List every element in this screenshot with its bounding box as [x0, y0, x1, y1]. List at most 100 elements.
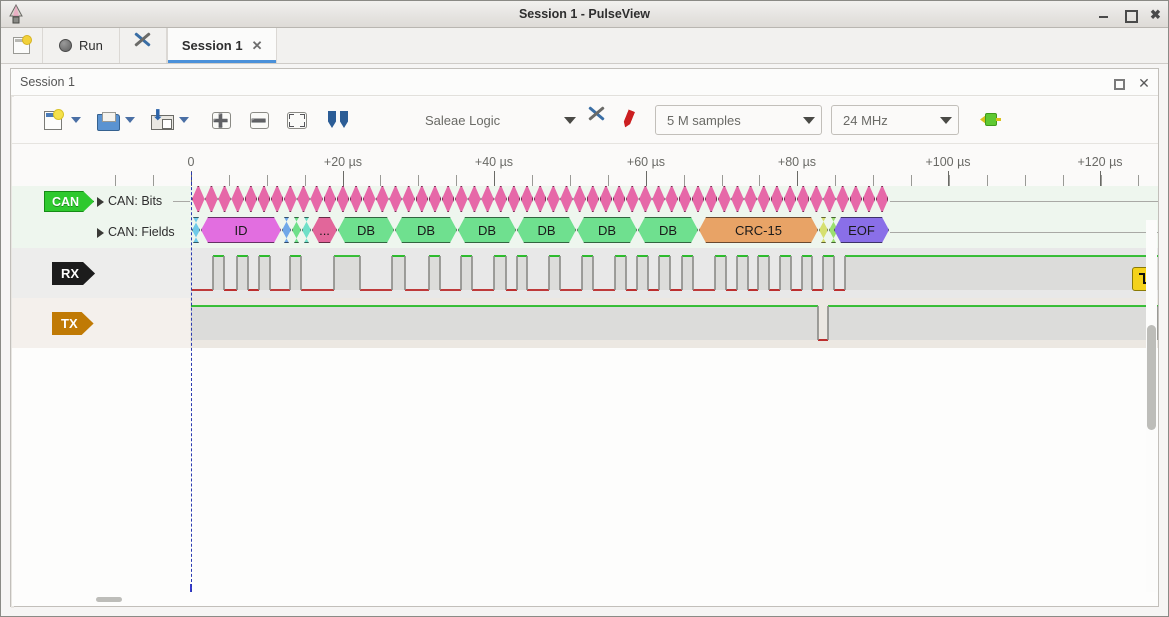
can-field-marker[interactable] [819, 217, 828, 243]
can-bit-annotation[interactable] [310, 186, 323, 212]
open-file-dropdown[interactable] [122, 105, 138, 135]
save-file-button[interactable]: ⬇ [146, 105, 176, 135]
lane-tx-label[interactable]: TX [12, 298, 190, 348]
can-field-marker[interactable] [292, 217, 301, 243]
lane-rx-label[interactable]: RX [12, 248, 190, 298]
can-field-annotation[interactable]: DB [458, 217, 516, 243]
horizontal-scrollbar[interactable] [96, 597, 122, 602]
can-field-marker[interactable] [192, 217, 200, 243]
can-field-annotation[interactable]: DB [517, 217, 576, 243]
subwindow-close-button[interactable]: ✕ [1138, 74, 1150, 91]
can-bit-annotation[interactable] [836, 186, 849, 212]
can-bit-annotation[interactable] [205, 186, 218, 212]
can-bit-annotation[interactable] [573, 186, 586, 212]
minimize-button[interactable] [1097, 8, 1110, 21]
can-bit-annotation[interactable] [652, 186, 665, 212]
device-selector[interactable]: Saleae Logic [414, 105, 582, 135]
channel-probe-button[interactable] [617, 105, 647, 135]
can-field-annotation[interactable]: ID [201, 217, 281, 243]
can-bit-annotation[interactable] [612, 186, 626, 212]
lane-can-fields-label[interactable]: CAN: Fields [12, 217, 190, 248]
expander-icon[interactable] [97, 228, 104, 238]
can-field-annotation[interactable]: ... [312, 217, 337, 243]
vertical-scrollbar[interactable] [1147, 325, 1156, 430]
can-bit-annotation[interactable] [849, 186, 863, 212]
can-bit-annotation[interactable] [428, 186, 442, 212]
close-button[interactable]: ✖ [1150, 7, 1161, 22]
can-bit-annotation[interactable] [678, 186, 692, 212]
can-field-annotation[interactable]: DB [395, 217, 457, 243]
can-bit-annotation[interactable] [744, 186, 757, 212]
can-bit-annotation[interactable] [402, 186, 415, 212]
can-bit-annotation[interactable] [244, 186, 258, 212]
can-bit-annotation[interactable] [718, 186, 731, 212]
zoom-out-button[interactable]: ➖ [244, 105, 274, 135]
new-file-dropdown[interactable] [68, 105, 84, 135]
can-bit-annotation[interactable] [270, 186, 284, 212]
lane-can-bits-label[interactable]: CAN CAN: Bits [12, 186, 190, 217]
lane-can-bits[interactable]: CAN CAN: Bits [12, 186, 1158, 217]
can-bit-annotation[interactable] [560, 186, 573, 212]
can-field-annotation[interactable]: DB [577, 217, 637, 243]
tx-waveform[interactable] [190, 298, 1158, 348]
can-bit-annotation[interactable] [625, 186, 639, 212]
sample-rate-selector[interactable]: 24 MHz [831, 105, 959, 135]
can-bit-annotation[interactable] [691, 186, 705, 212]
can-bit-annotation[interactable] [507, 186, 521, 212]
can-bit-annotation[interactable] [731, 186, 744, 212]
can-bit-annotation[interactable] [757, 186, 771, 212]
can-bit-annotation[interactable] [586, 186, 600, 212]
can-bit-annotation[interactable] [494, 186, 508, 212]
device-config-button[interactable] [582, 105, 612, 135]
channel-badge-rx[interactable]: RX [52, 262, 95, 285]
can-bit-annotation[interactable] [810, 186, 823, 212]
save-file-dropdown[interactable] [176, 105, 192, 135]
new-file-button[interactable] [38, 105, 68, 135]
rx-waveform[interactable] [190, 248, 1158, 298]
time-ruler[interactable]: 0 +20 µs +40 µs +60 µs +80 µs +100 µs +120 µs [12, 144, 1158, 186]
expander-icon[interactable] [97, 197, 104, 207]
close-icon[interactable]: ✕ [251, 37, 263, 53]
float-button[interactable] [1112, 77, 1125, 90]
zoom-fit-button[interactable] [282, 105, 312, 135]
lane-tx[interactable]: TX [12, 298, 1158, 348]
can-bit-annotation[interactable] [704, 186, 718, 212]
can-fields-annotations[interactable]: ID... DB DB DB DB DB DB CRC-15 EOF [190, 217, 1158, 248]
can-bit-annotation[interactable] [862, 186, 876, 212]
can-bit-annotation[interactable] [376, 186, 389, 212]
can-bit-annotation[interactable] [257, 186, 271, 212]
can-bit-annotation[interactable] [599, 186, 613, 212]
can-field-annotation[interactable]: CRC-15 [699, 217, 818, 243]
can-bit-annotation[interactable] [468, 186, 481, 212]
session-tab-1[interactable]: Session 1 ✕ [166, 28, 278, 63]
can-field-marker[interactable] [302, 217, 311, 243]
can-field-annotation[interactable]: DB [338, 217, 394, 243]
open-file-button[interactable] [92, 105, 122, 135]
time-cursor[interactable] [191, 172, 192, 592]
run-button[interactable]: Run [43, 28, 120, 63]
can-bit-annotation[interactable] [455, 186, 468, 212]
can-bit-annotation[interactable] [362, 186, 376, 212]
can-bit-annotation[interactable] [639, 186, 652, 212]
show-cursors-button[interactable] [324, 105, 354, 135]
can-bits-annotations[interactable] [190, 186, 1158, 217]
can-field-annotation[interactable]: DB [638, 217, 698, 243]
can-bit-annotation[interactable] [875, 186, 889, 212]
new-session-button[interactable] [1, 28, 43, 63]
can-bit-annotation[interactable] [349, 186, 363, 212]
zoom-in-button[interactable]: ➕ [206, 105, 236, 135]
can-bit-annotation[interactable] [770, 186, 784, 212]
lane-can-fields[interactable]: CAN: Fields ID... DB DB DB DB DB DB CRC-15 EOF [12, 217, 1158, 248]
maximize-button[interactable] [1123, 8, 1138, 23]
channel-badge-tx[interactable]: TX [52, 312, 94, 335]
can-bit-annotation[interactable] [389, 186, 402, 212]
can-bit-annotation[interactable] [783, 186, 797, 212]
can-bit-annotation[interactable] [441, 186, 455, 212]
can-field-marker[interactable] [282, 217, 291, 243]
sample-count-selector[interactable]: 5 M samples [655, 105, 822, 135]
decoder-badge-can[interactable]: CAN [44, 191, 94, 212]
can-bit-annotation[interactable] [297, 186, 310, 212]
can-bit-annotation[interactable] [336, 186, 350, 212]
can-field-annotation[interactable]: EOF [834, 217, 889, 243]
can-bit-annotation[interactable] [796, 186, 810, 212]
